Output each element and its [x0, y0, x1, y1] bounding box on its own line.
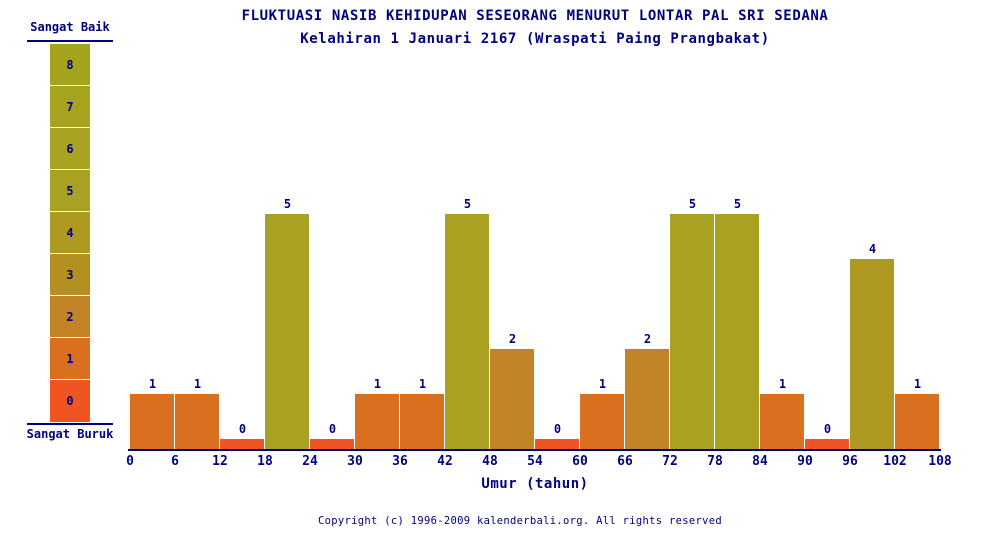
legend-box-6: 6: [50, 128, 90, 170]
x-tick-label-108: 108: [928, 454, 952, 469]
bar-age-12-18: [220, 439, 264, 449]
bar-value-label: 1: [778, 377, 787, 391]
legend-box-5: 5: [50, 170, 90, 212]
x-tick-label-48: 48: [482, 454, 498, 469]
legend-box-3: 3: [50, 254, 90, 296]
x-tick-label-18: 18: [257, 454, 273, 469]
bar-age-18-24: [265, 214, 309, 449]
x-tick-label-90: 90: [797, 454, 813, 469]
legend-box-2: 2: [50, 296, 90, 338]
bar-value-label: 1: [913, 377, 922, 391]
x-tick-label-96: 96: [842, 454, 858, 469]
x-axis-title: Umur (tahun): [481, 476, 589, 492]
bar-value-label: 0: [328, 422, 337, 436]
x-axis-line: [128, 449, 941, 451]
x-tick-label-54: 54: [527, 454, 543, 469]
bar-value-label: 1: [193, 377, 202, 391]
x-tick-label-42: 42: [437, 454, 453, 469]
bar-value-label: 0: [238, 422, 247, 436]
x-tick-label-30: 30: [347, 454, 363, 469]
bar-age-102-108: [895, 394, 939, 449]
x-tick-label-78: 78: [707, 454, 723, 469]
bar-value-label: 2: [508, 332, 517, 346]
bar-value-label: 0: [553, 422, 562, 436]
legend-box-0: 0: [50, 380, 90, 422]
bar-value-label: 5: [688, 197, 697, 211]
bar-value-label: 5: [283, 197, 292, 211]
bar-age-24-30: [310, 439, 354, 449]
x-tick-label-12: 12: [212, 454, 228, 469]
bar-age-42-48: [445, 214, 489, 449]
x-tick-label-0: 0: [126, 454, 134, 469]
bar-age-72-78: [670, 214, 714, 449]
bar-value-label: 5: [463, 197, 472, 211]
x-tick-label-60: 60: [572, 454, 588, 469]
x-tick-label-66: 66: [617, 454, 633, 469]
bar-age-0-6: [130, 394, 174, 449]
bar-age-90-96: [805, 439, 849, 449]
x-tick-label-84: 84: [752, 454, 768, 469]
bar-age-6-12: [175, 394, 219, 449]
bar-value-label: 1: [598, 377, 607, 391]
legend-box-4: 4: [50, 212, 90, 254]
bar-age-96-102: [850, 259, 894, 449]
copyright-text: Copyright (c) 1996-2009 kalenderbali.org…: [318, 515, 722, 527]
bar-age-36-42: [400, 394, 444, 449]
bar-age-30-36: [355, 394, 399, 449]
chart-title: FLUKTUASI NASIB KEHIDUPAN SESEORANG MENU…: [241, 8, 829, 24]
bar-value-label: 4: [868, 242, 877, 256]
legend-top-divider: [27, 40, 113, 42]
legend-bottom-divider: [27, 423, 113, 425]
x-tick-label-72: 72: [662, 454, 678, 469]
bar-value-label: 1: [373, 377, 382, 391]
bar-value-label: 0: [823, 422, 832, 436]
bar-age-48-54: [490, 349, 534, 449]
bar-age-78-84: [715, 214, 759, 449]
bar-age-66-72: [625, 349, 669, 449]
chart-subtitle: Kelahiran 1 Januari 2167 (Wraspati Paing…: [300, 31, 770, 47]
bar-value-label: 2: [643, 332, 652, 346]
bar-age-60-66: [580, 394, 624, 449]
bar-age-54-60: [535, 439, 579, 449]
x-tick-label-36: 36: [392, 454, 408, 469]
legend-bottom-label: Sangat Buruk: [26, 427, 114, 441]
x-tick-label-24: 24: [302, 454, 318, 469]
x-tick-label-6: 6: [171, 454, 179, 469]
bar-value-label: 1: [148, 377, 157, 391]
legend-box-7: 7: [50, 86, 90, 128]
legend-box-1: 1: [50, 338, 90, 380]
legend-top-label: Sangat Baik: [30, 20, 110, 34]
bar-age-84-90: [760, 394, 804, 449]
x-tick-label-102: 102: [883, 454, 907, 469]
legend-box-8: 8: [50, 44, 90, 86]
bar-value-label: 1: [418, 377, 427, 391]
bar-value-label: 5: [733, 197, 742, 211]
x-axis-ticks: 0 6 12 18 24 30 36 42 48 54 60 66 72 78 84 90 96 102 108: [126, 454, 952, 470]
